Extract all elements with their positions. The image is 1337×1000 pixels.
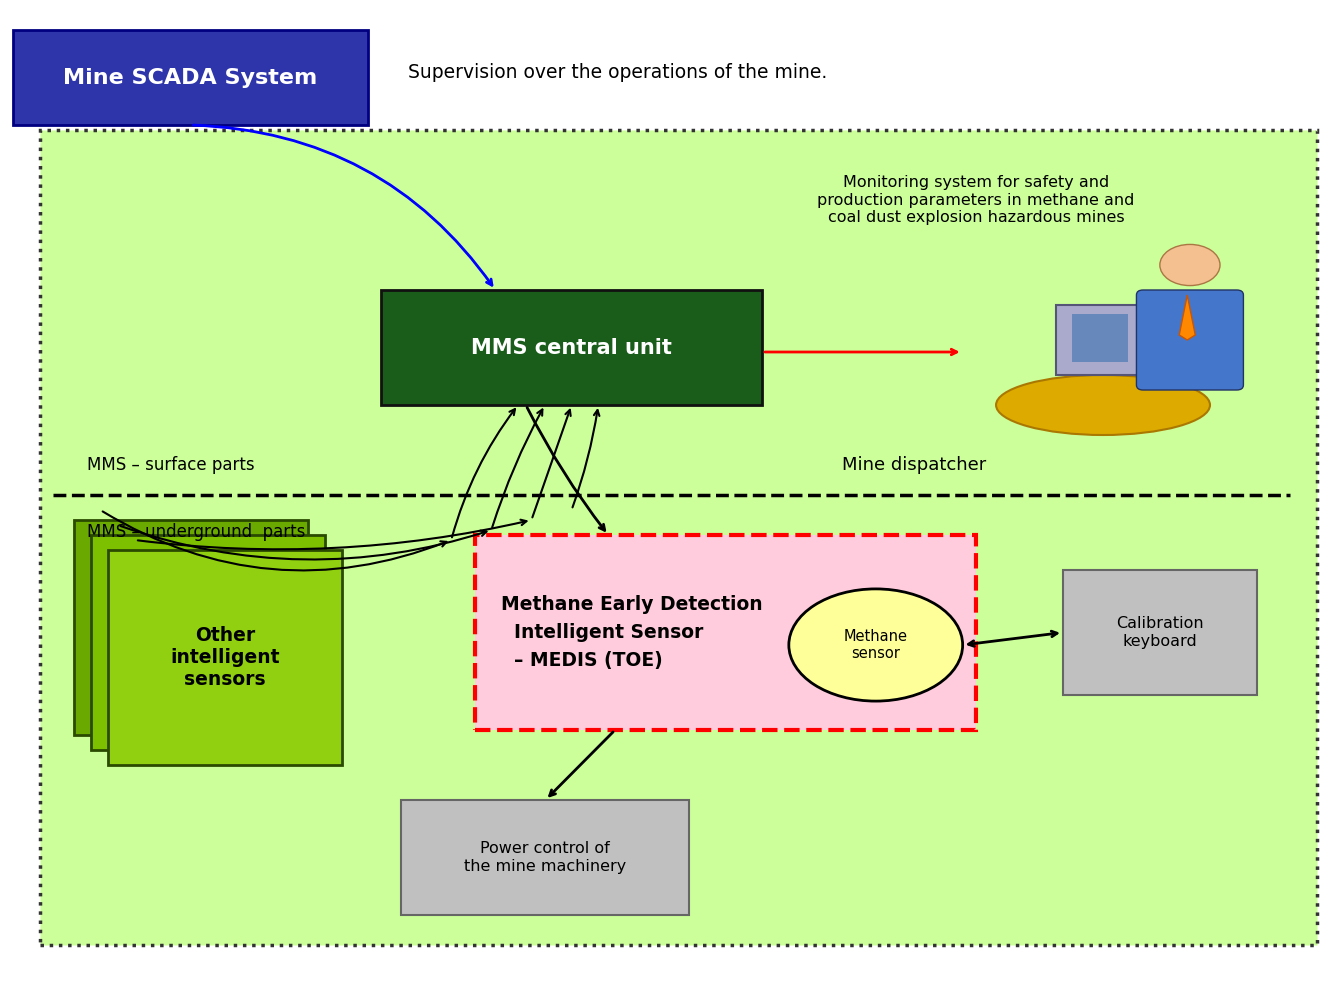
- FancyBboxPatch shape: [1136, 290, 1243, 390]
- Text: Methane
sensor: Methane sensor: [844, 629, 908, 661]
- Text: MMS – underground  parts: MMS – underground parts: [87, 523, 305, 541]
- FancyBboxPatch shape: [13, 30, 368, 125]
- Ellipse shape: [1161, 244, 1219, 286]
- Text: MMS central unit: MMS central unit: [471, 338, 673, 358]
- Text: Supervision over the operations of the mine.: Supervision over the operations of the m…: [408, 62, 828, 82]
- FancyBboxPatch shape: [475, 535, 976, 730]
- FancyBboxPatch shape: [401, 800, 689, 915]
- FancyBboxPatch shape: [1056, 305, 1143, 375]
- FancyBboxPatch shape: [1063, 570, 1257, 695]
- FancyBboxPatch shape: [108, 550, 342, 765]
- Ellipse shape: [996, 375, 1210, 435]
- Text: Power control of
the mine machinery: Power control of the mine machinery: [464, 841, 626, 874]
- Polygon shape: [1179, 295, 1195, 340]
- Text: MMS – surface parts: MMS – surface parts: [87, 456, 254, 474]
- Text: Other
intelligent
sensors: Other intelligent sensors: [171, 626, 279, 689]
- Text: Mine dispatcher: Mine dispatcher: [842, 456, 987, 474]
- FancyBboxPatch shape: [91, 535, 325, 750]
- Text: Calibration
keyboard: Calibration keyboard: [1116, 616, 1203, 649]
- FancyBboxPatch shape: [1072, 314, 1128, 362]
- FancyBboxPatch shape: [381, 290, 762, 405]
- FancyBboxPatch shape: [40, 130, 1317, 945]
- Text: Methane Early Detection
  Intelligent Sensor
  – MEDIS (TOE): Methane Early Detection Intelligent Sens…: [501, 595, 763, 670]
- Ellipse shape: [789, 589, 963, 701]
- Text: Monitoring system for safety and
production parameters in methane and
coal dust : Monitoring system for safety and product…: [817, 175, 1135, 225]
- Text: Mine SCADA System: Mine SCADA System: [63, 68, 318, 88]
- FancyBboxPatch shape: [74, 520, 308, 735]
